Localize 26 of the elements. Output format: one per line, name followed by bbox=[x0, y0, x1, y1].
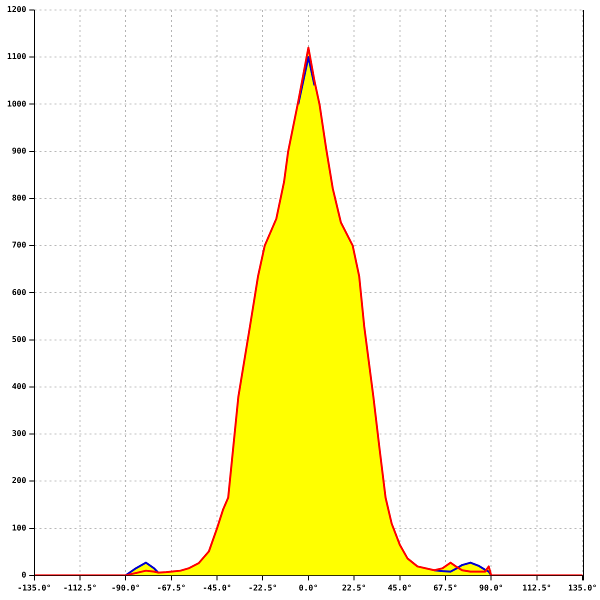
x-tick-label: 67.5° bbox=[433, 583, 458, 592]
y-tick-label: 700 bbox=[12, 240, 26, 250]
y-tick-label: 100 bbox=[12, 523, 26, 532]
x-tick-label: -45.0° bbox=[202, 583, 232, 592]
x-tick-label: -22.5° bbox=[248, 583, 278, 592]
x-tick-label: -112.5° bbox=[63, 583, 97, 592]
y-tick-label: 200 bbox=[12, 476, 26, 486]
x-tick-label: 22.5° bbox=[342, 583, 366, 592]
x-tick-label: -67.5° bbox=[156, 583, 186, 592]
y-tick-label: 0 bbox=[21, 570, 26, 580]
x-tick-label: -90.0° bbox=[111, 583, 140, 592]
x-tick-label: 90.0° bbox=[479, 583, 504, 592]
y-tick-label: 400 bbox=[12, 382, 26, 392]
y-tick-label: 1000 bbox=[7, 99, 26, 108]
x-tick-label: 0.0° bbox=[298, 583, 318, 592]
y-tick-label: 1200 bbox=[7, 5, 26, 14]
x-tick-label: 112.5° bbox=[522, 583, 552, 592]
y-tick-label: 800 bbox=[12, 194, 26, 203]
y-tick-label: 900 bbox=[12, 146, 26, 156]
y-tick-label: 1100 bbox=[7, 52, 26, 62]
y-tick-label: 300 bbox=[12, 429, 26, 438]
x-tick-label: -135.0° bbox=[17, 583, 52, 592]
y-tick-label: 500 bbox=[12, 334, 26, 344]
x-tick-label: 45.0° bbox=[388, 583, 412, 592]
y-tick-label: 600 bbox=[12, 288, 26, 297]
x-tick-label: 135.0° bbox=[568, 583, 598, 592]
